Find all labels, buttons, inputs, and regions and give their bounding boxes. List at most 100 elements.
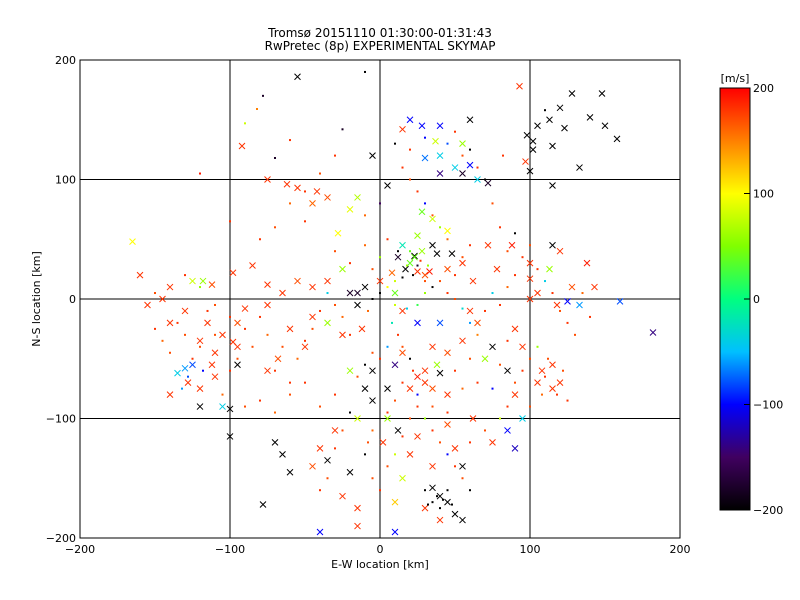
data-point-62	[444, 227, 451, 235]
data-point-284	[206, 309, 209, 312]
data-point-99	[391, 289, 399, 297]
data-point-54	[526, 167, 534, 175]
data-point-287	[184, 333, 186, 336]
data-point-235	[386, 286, 389, 289]
data-point-157	[384, 415, 391, 422]
data-point-113	[234, 343, 241, 351]
data-point-215	[406, 385, 414, 392]
data-point-289	[169, 351, 171, 354]
data-point-382	[476, 166, 479, 169]
data-point-266	[341, 315, 344, 318]
data-point-69	[421, 271, 429, 279]
data-point-70	[426, 268, 433, 275]
data-point-398	[334, 154, 336, 157]
data-point-224	[481, 355, 489, 363]
data-point-135	[166, 391, 174, 398]
data-point-327	[424, 489, 426, 492]
data-point-12	[294, 184, 301, 192]
data-point-72	[418, 247, 426, 255]
data-point-211	[414, 373, 421, 381]
data-point-164	[339, 492, 346, 500]
data-point-350	[476, 381, 479, 384]
data-point-400	[304, 190, 306, 193]
data-point-206	[466, 307, 474, 315]
data-point-273	[289, 381, 291, 384]
y-tick-label-2: 0	[69, 293, 76, 306]
data-point-220	[436, 319, 444, 327]
data-point-286	[191, 357, 194, 360]
data-point-37	[502, 154, 504, 157]
data-point-138	[226, 405, 234, 413]
data-point-197	[549, 385, 556, 392]
data-point-250	[484, 309, 486, 312]
data-point-124	[189, 277, 196, 285]
data-point-238	[367, 309, 369, 312]
data-point-403	[259, 238, 261, 241]
data-point-79	[444, 265, 451, 273]
chart-title: Tromsø 20151110 01:30:00-01:31:43	[267, 26, 492, 40]
data-point-270	[311, 327, 314, 330]
data-point-144	[274, 355, 282, 363]
data-point-146	[324, 319, 331, 327]
data-point-64	[399, 241, 406, 249]
data-point-108	[264, 301, 271, 309]
data-point-272	[296, 357, 299, 360]
data-point-393	[559, 309, 561, 312]
data-point-59	[436, 170, 444, 177]
data-point-187	[459, 462, 466, 470]
data-point-301	[259, 399, 261, 402]
data-point-298	[187, 375, 189, 378]
data-point-162	[316, 445, 324, 452]
data-point-352	[499, 363, 501, 366]
data-point-361	[394, 399, 396, 402]
data-point-126	[208, 281, 216, 289]
colorbar-tick-label-2: 0	[753, 293, 760, 306]
data-point-334	[451, 503, 453, 506]
data-point-378	[446, 142, 449, 145]
data-point-356	[461, 387, 464, 390]
data-point-83	[508, 241, 516, 249]
data-point-244	[439, 280, 441, 283]
data-point-53	[529, 137, 537, 145]
data-point-408	[379, 256, 381, 259]
data-point-230	[419, 259, 422, 262]
data-point-304	[304, 381, 306, 384]
data-point-143	[264, 367, 271, 375]
data-point-251	[491, 292, 494, 295]
data-point-314	[379, 489, 381, 492]
data-point-19	[304, 220, 306, 223]
data-point-174	[391, 528, 399, 536]
data-point-368	[446, 238, 449, 241]
colorbar-tick-label-4: −200	[753, 504, 783, 517]
data-point-200	[511, 391, 519, 398]
data-point-267	[334, 303, 336, 306]
data-point-339	[514, 381, 516, 384]
data-point-217	[429, 343, 436, 351]
data-point-313	[371, 477, 374, 480]
data-point-71	[411, 253, 418, 261]
data-point-263	[364, 363, 366, 366]
data-point-166	[346, 468, 354, 476]
data-point-149	[346, 289, 354, 297]
data-point-302	[274, 411, 276, 414]
data-point-371	[424, 202, 426, 205]
data-point-18	[199, 172, 201, 175]
data-point-233	[401, 276, 404, 279]
data-point-375	[394, 142, 396, 145]
data-point-367	[469, 244, 471, 247]
data-point-377	[424, 136, 426, 139]
data-point-119	[159, 295, 166, 303]
data-point-40	[523, 131, 531, 139]
data-point-191	[489, 439, 496, 446]
data-point-390	[536, 268, 539, 271]
data-point-253	[506, 286, 509, 289]
data-point-148	[354, 301, 361, 309]
data-point-399	[319, 172, 321, 175]
data-point-118	[166, 319, 174, 327]
data-point-394	[566, 321, 569, 324]
data-point-219	[399, 307, 406, 315]
data-point-95	[576, 301, 583, 309]
data-point-56	[516, 82, 523, 90]
data-point-34	[474, 176, 481, 183]
